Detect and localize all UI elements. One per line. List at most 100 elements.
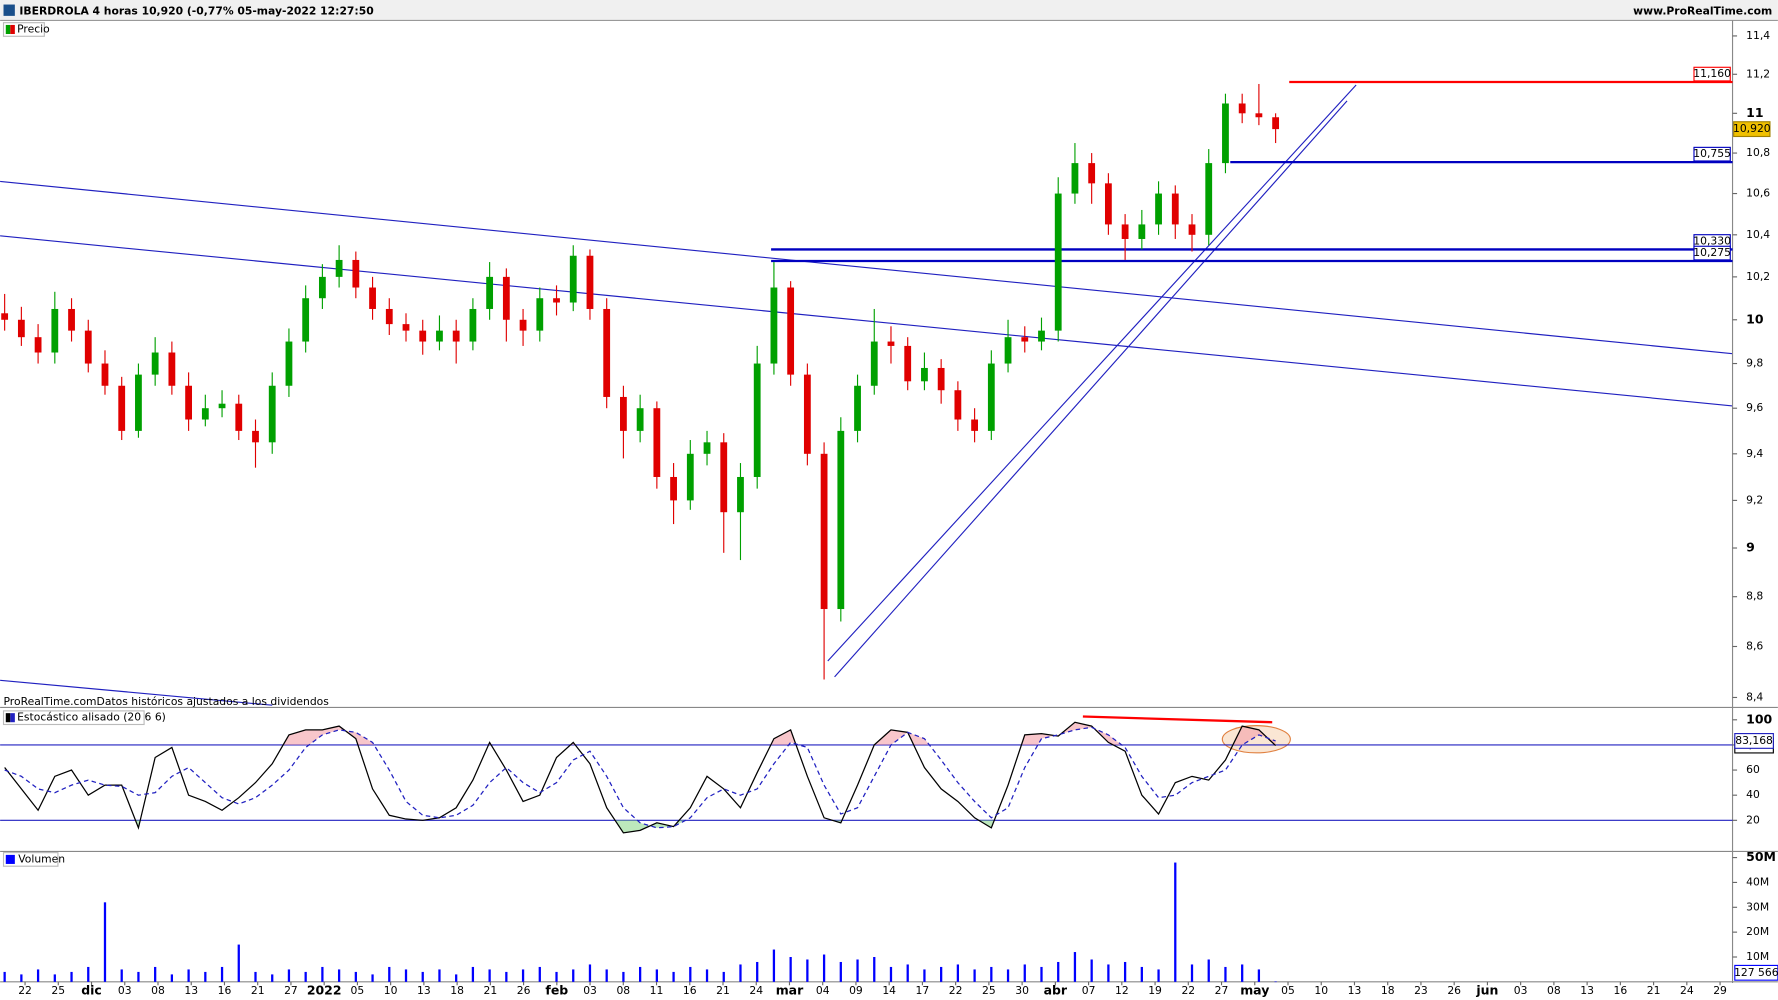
candle-body: [84, 330, 92, 364]
candle-body: [703, 442, 711, 454]
x-tick-label: 25: [982, 984, 996, 997]
volume-bar: [756, 961, 759, 982]
volume-bar: [1241, 964, 1244, 982]
candle-body: [502, 276, 510, 320]
volume-bar: [856, 959, 859, 982]
stochastic-line: [4, 721, 1277, 834]
x-tick-label: 24: [1680, 984, 1694, 997]
level-label-box: [1693, 245, 1731, 261]
candle-body: [369, 287, 376, 309]
volume-bar: [438, 969, 441, 982]
x-tick-label: 21: [1647, 984, 1661, 997]
y-tick-label: 9: [1746, 540, 1755, 555]
candle-body: [1121, 224, 1129, 239]
oversold-fill: [135, 820, 995, 833]
volume-bar: [1023, 964, 1026, 982]
volume-bar: [789, 957, 792, 982]
y-tick-label: 11: [1746, 105, 1763, 120]
candle-body: [954, 390, 962, 420]
candle-body: [854, 385, 861, 431]
x-tick-label: 11: [650, 984, 664, 997]
volume-bar: [321, 966, 324, 982]
x-tick-label: 08: [616, 984, 630, 997]
y-tick-label: 11,2: [1746, 67, 1770, 80]
volume-bar: [220, 966, 224, 982]
candle-body: [201, 408, 209, 420]
y-tick-label: 10,6: [1746, 187, 1770, 200]
candle-body: [569, 255, 577, 303]
y-tick-label: 10M: [1746, 950, 1769, 963]
candle-body: [68, 308, 75, 331]
x-tick-label: 05: [1281, 984, 1295, 997]
x-tick-label: 03: [1514, 984, 1528, 997]
candle-body: [803, 374, 811, 454]
level-label: 11,160: [1693, 67, 1731, 80]
candle-body: [335, 259, 343, 277]
candle-body: [1071, 163, 1079, 194]
volume-bar: [287, 969, 291, 982]
y-tick-label: 30M: [1746, 900, 1769, 913]
x-tick-label: 03: [118, 984, 132, 997]
header-title: IBERDROLA 4 horas 10,920 (-0,77% 05-may-…: [19, 4, 373, 17]
candle-body: [185, 385, 193, 420]
level-label-box: [1693, 146, 1731, 162]
x-tick-label: 23: [1414, 984, 1428, 997]
y-tick-label: 20: [1746, 813, 1760, 826]
legend-label: Precio: [17, 22, 50, 35]
volume-bar: [739, 964, 742, 982]
x-tick-label: 09: [849, 984, 863, 997]
y-tick-label: 8,4: [1746, 690, 1763, 703]
volume-bar: [1274, 981, 1277, 983]
candle-body: [1205, 163, 1213, 235]
y-tick-label: 10,4: [1746, 228, 1770, 241]
volume-bar: [873, 957, 876, 982]
candle-body: [887, 341, 895, 346]
candle-body: [151, 352, 159, 375]
x-tick-label: 22: [1181, 984, 1195, 997]
x-tick-label: jun: [1475, 982, 1498, 997]
volume-bar: [1040, 966, 1043, 982]
y-tick-label: 10,2: [1746, 270, 1770, 283]
candle-body: [586, 255, 594, 309]
candle-body: [469, 308, 477, 342]
candle-body: [987, 363, 995, 431]
y-tick-label: 40M: [1746, 875, 1769, 888]
candle-body: [385, 308, 393, 325]
volume-bar: [1257, 969, 1261, 982]
volume-bar: [822, 954, 826, 982]
volume-bar: [304, 971, 307, 982]
candle-body: [1088, 163, 1096, 184]
app-icon: [3, 4, 15, 16]
candle-body: [436, 330, 443, 342]
volume-bar: [337, 969, 341, 982]
volume-bar: [254, 971, 257, 982]
x-tick-label: 26: [517, 984, 531, 997]
volume-bar: [488, 969, 491, 982]
x-tick-label: 10: [1314, 984, 1328, 997]
x-tick-label: 27: [284, 984, 298, 997]
y-tick-label: 8,6: [1746, 639, 1763, 652]
x-tick-label: 08: [1547, 984, 1561, 997]
x-tick-label: 03: [583, 984, 597, 997]
volume-bar: [404, 969, 408, 982]
x-tick-label: 05: [351, 984, 365, 997]
y-tick-label: 11,4: [1746, 29, 1770, 42]
x-tick-label: 21: [251, 984, 265, 997]
candle-body: [603, 308, 611, 397]
candle-body: [352, 259, 360, 288]
volume-bar: [655, 969, 658, 982]
x-tick-label: 26: [1447, 984, 1461, 997]
y-tick-label: 9,2: [1746, 493, 1763, 506]
x-tick-label: 18: [450, 984, 464, 997]
trendlines: [0, 84, 1733, 706]
candle-body: [268, 385, 276, 443]
volume-bar: [521, 969, 525, 982]
header-bar: [0, 0, 1778, 21]
x-tick-label: 22: [18, 984, 32, 997]
volume-bar: [622, 971, 625, 982]
candle-body: [1272, 117, 1280, 130]
candle-body: [1238, 103, 1246, 114]
y-tick-label: 20M: [1746, 925, 1769, 938]
candle-body: [519, 319, 527, 331]
